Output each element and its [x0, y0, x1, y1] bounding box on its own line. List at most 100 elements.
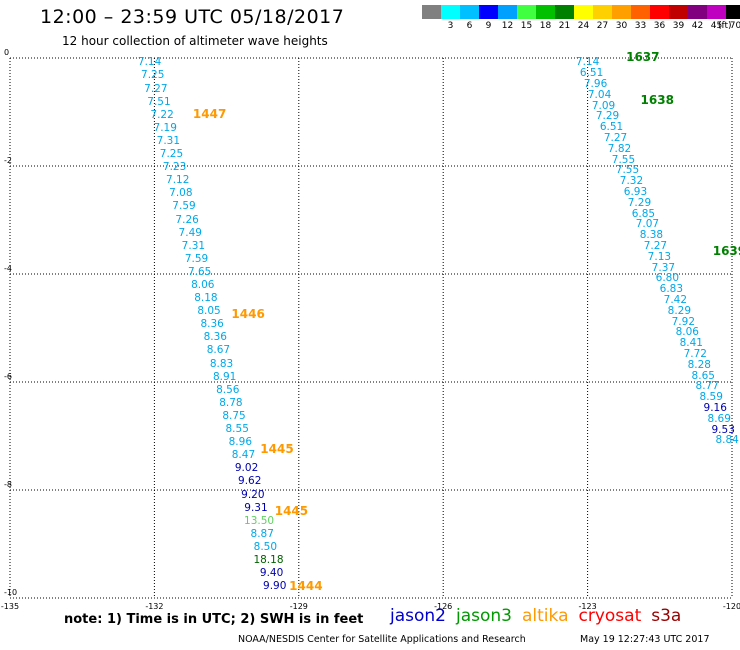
color-scale-labels: 3 6 9 12 15 18 21 24 27 30 33 36 39 42 45 70	[422, 21, 740, 33]
wave-height-value: 6.83	[659, 283, 684, 296]
x-tick-label: -129	[289, 602, 308, 611]
legend-swatch	[498, 5, 517, 19]
x-tick-label: -123	[578, 602, 597, 611]
wave-height-value: 6.51	[599, 121, 624, 134]
legend-swatch	[593, 5, 612, 19]
page-title: 12:00 – 23:59 UTC 05/18/2017	[40, 6, 345, 28]
wave-height-value: 8.78	[219, 396, 243, 409]
wave-height-value: 8.83	[209, 357, 234, 370]
wave-height-value: 8.36	[203, 331, 227, 344]
legend-swatch	[536, 5, 555, 19]
wave-height-value: 8.29	[667, 304, 692, 317]
legend-label: 70	[729, 21, 740, 31]
y-tick-label: -2	[4, 156, 12, 165]
wave-height-value: 8.36	[200, 318, 224, 331]
wave-height-value: 7.09	[591, 99, 616, 112]
wave-height-value: 8.69	[707, 412, 731, 425]
wave-height-value: 8.38	[639, 229, 664, 242]
wave-height-value: 8.06	[675, 326, 699, 339]
wave-height-value: 7.96	[583, 78, 608, 90]
wave-height-value: 9.20	[241, 488, 265, 501]
x-tick-label: -126	[434, 602, 453, 611]
wave-height-value: 8.59	[699, 391, 723, 404]
wave-height-value: 7.13	[647, 250, 672, 263]
wave-height-value: 8.55	[225, 423, 249, 436]
wave-height-value: 8.87	[250, 527, 274, 540]
wave-height-value: 9.90	[263, 580, 287, 593]
legend-swatch	[517, 5, 536, 19]
legend-swatch	[460, 5, 479, 19]
legend-label: 15	[520, 21, 533, 31]
wave-height-value: 8.18	[194, 292, 218, 305]
wave-height-value: 8.28	[687, 358, 711, 371]
wave-height-value: 7.12	[166, 174, 190, 187]
wave-height-value: 13.50	[244, 514, 275, 527]
legend-label: 24	[577, 21, 590, 31]
y-tick-label: 0	[4, 48, 10, 57]
y-tick-label: -8	[4, 480, 12, 489]
wave-height-value: 6.85	[631, 207, 656, 220]
wave-height-value: 7.37	[651, 261, 676, 274]
legend-label: 12	[501, 21, 514, 31]
wave-height-value: 7.07	[635, 218, 660, 231]
wave-height-value: 7.31	[181, 239, 206, 252]
wave-height-value: 7.08	[169, 187, 193, 200]
satellite-jason2: jason2	[390, 606, 446, 626]
legend-swatch	[631, 5, 650, 19]
wave-height-value: 7.23	[162, 161, 187, 174]
wave-height-value: 6.51	[579, 67, 604, 80]
wave-height-value: 7.42	[663, 294, 688, 306]
pass-time-label: 1444	[289, 579, 323, 594]
wave-height-value: 7.49	[178, 226, 202, 239]
satellite-altika: altika	[522, 606, 569, 626]
credit-line: NOAA/NESDIS Center for Satellite Applica…	[238, 634, 526, 645]
pass-time-label: 1638	[640, 93, 674, 108]
legend-unit: (ft)	[718, 21, 732, 31]
satellite-jason3: jason3	[456, 606, 512, 626]
wave-height-value: 6.93	[623, 186, 648, 198]
wave-height-value: 6.80	[655, 272, 680, 285]
wave-height-value: 7.82	[607, 142, 632, 155]
wave-height-value: 7.32	[619, 175, 644, 188]
wave-height-value: 8.67	[206, 344, 231, 357]
wave-height-value: 7.14	[137, 56, 162, 69]
wave-height-value: 7.55	[611, 153, 636, 166]
legend-swatch	[726, 5, 740, 19]
x-tick-label: -132	[145, 602, 164, 611]
page-subtitle: 12 hour collection of altimeter wave hei…	[62, 34, 328, 48]
satellite-key: jason2 jason3 altika cryosat s3a	[390, 606, 691, 626]
wave-height-value: 9.31	[244, 501, 268, 514]
wave-height-value: 7.25	[141, 69, 165, 82]
legend-label: 3	[447, 21, 454, 31]
legend-swatch	[555, 5, 574, 19]
wave-height-value: 7.27	[643, 240, 668, 252]
legend-swatch	[669, 5, 688, 19]
wave-height-value: 7.51	[147, 95, 171, 108]
pass-time-label: 1445	[260, 441, 294, 456]
pass-time-label: 1639	[712, 244, 740, 259]
wave-height-value: 8.47	[231, 449, 256, 462]
wave-height-value: 9.62	[238, 475, 262, 488]
legend-swatch	[707, 5, 726, 19]
wave-height-value: 7.19	[153, 121, 177, 134]
wave-height-value: 7.29	[595, 110, 620, 123]
legend-swatch	[441, 5, 460, 19]
wave-height-value: 7.04	[587, 88, 612, 101]
wave-height-value: 9.16	[703, 402, 727, 414]
color-scale-legend	[422, 5, 740, 19]
wave-height-value: 8.56	[216, 383, 240, 396]
y-tick-label: -10	[4, 588, 18, 597]
legend-label: 27	[596, 21, 609, 31]
pass-time-label: 1637	[626, 50, 660, 64]
legend-swatch	[688, 5, 707, 19]
wave-height-value: 8.05	[197, 305, 221, 318]
legend-swatch	[422, 5, 441, 19]
wave-height-value: 8.77	[695, 380, 719, 393]
legend-label: 30	[615, 21, 628, 31]
wave-height-value: 7.27	[603, 132, 628, 144]
wave-height-value: 9.53	[711, 423, 735, 436]
satellite-s3a: s3a	[651, 606, 682, 626]
legend-label: 9	[485, 21, 492, 31]
